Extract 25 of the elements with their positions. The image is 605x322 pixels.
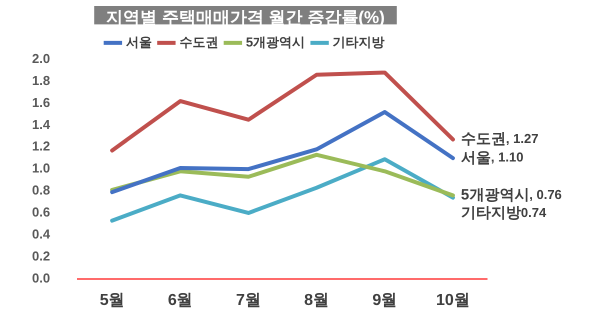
legend-label: 수도권 [179,34,218,50]
annotation: 5개광역시, 0.76 [460,186,562,204]
y-tick-label: 1.2 [32,138,50,154]
x-tick-label: 9월 [372,292,398,309]
y-tick-label: 1.0 [32,160,50,176]
annotation: 서울, 1.10 [460,149,524,166]
annotation: 기타지방0.74 [460,204,547,222]
legend-label: 5개광역시 [246,34,306,50]
y-tick-label: 2.0 [32,50,50,66]
x-tick-label: 10월 [436,292,470,309]
annotation: 수도권, 1.27 [460,130,538,148]
legend-label: 기타지방 [332,34,385,50]
x-tick-label: 7월 [236,292,261,309]
y-tick-label: 0.2 [32,248,50,264]
y-tick-label: 0.4 [32,226,51,242]
legend-label: 서울 [126,34,152,50]
y-tick-label: 1.8 [32,72,50,88]
x-tick-label: 5월 [100,292,125,309]
y-tick-label: 0.8 [32,182,50,198]
x-tick-label: 6월 [168,292,193,309]
y-tick-label: 0.0 [32,270,50,286]
x-tick-label: 8월 [304,292,330,309]
y-tick-label: 1.6 [32,94,50,110]
y-tick-label: 1.4 [32,116,51,132]
y-tick-label: 0.6 [32,204,50,220]
